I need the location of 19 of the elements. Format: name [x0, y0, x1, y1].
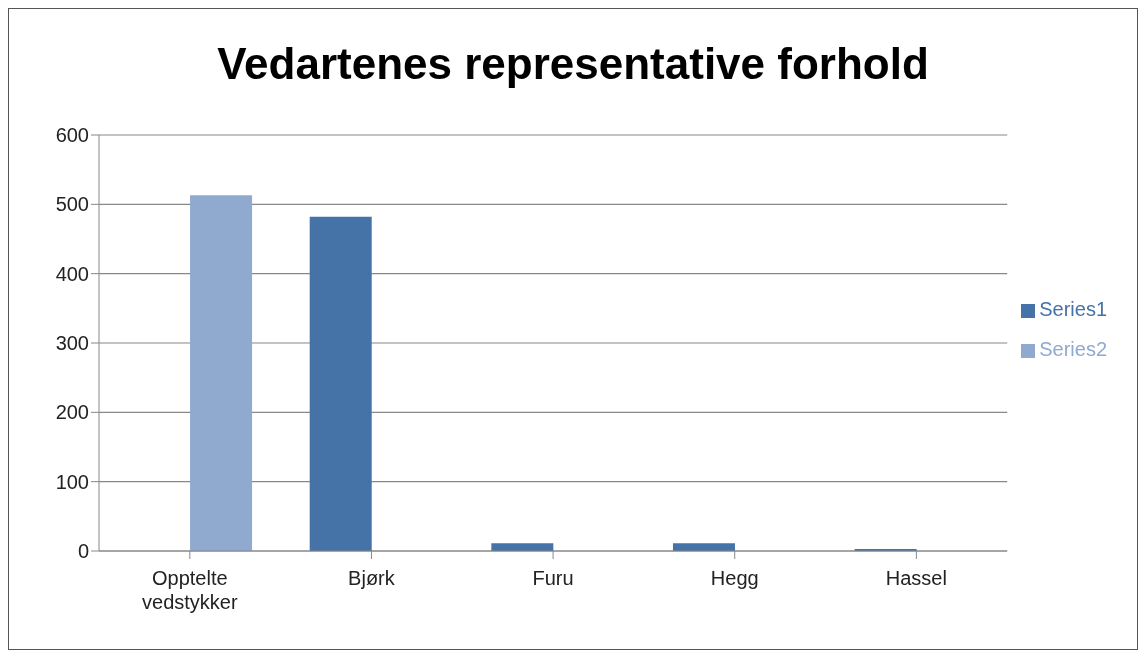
- x-tick-label: Hassel: [885, 567, 947, 589]
- x-tick-label: Hegg: [710, 567, 759, 589]
- y-tick-label: 300: [55, 332, 89, 355]
- y-tick-label: 0: [77, 540, 89, 563]
- bar: [672, 543, 735, 551]
- bar: [190, 195, 253, 551]
- x-tick-label: Opptelte vedstykker: [142, 567, 238, 613]
- legend-label: Series2: [1039, 338, 1107, 360]
- y-tick-label: 200: [55, 401, 89, 424]
- bar: [491, 543, 554, 551]
- y-tick-label: 500: [55, 193, 89, 216]
- x-tick-label: Bjørk: [348, 567, 396, 589]
- x-tick-label: Furu: [532, 567, 574, 589]
- y-tick-label: 400: [55, 262, 89, 285]
- chart-title: Vedartenes representative forhold: [216, 39, 930, 89]
- y-tick-label: 100: [55, 470, 89, 493]
- legend-label: Series1: [1039, 298, 1107, 320]
- bar: [309, 216, 372, 551]
- y-tick-label: 600: [55, 124, 89, 147]
